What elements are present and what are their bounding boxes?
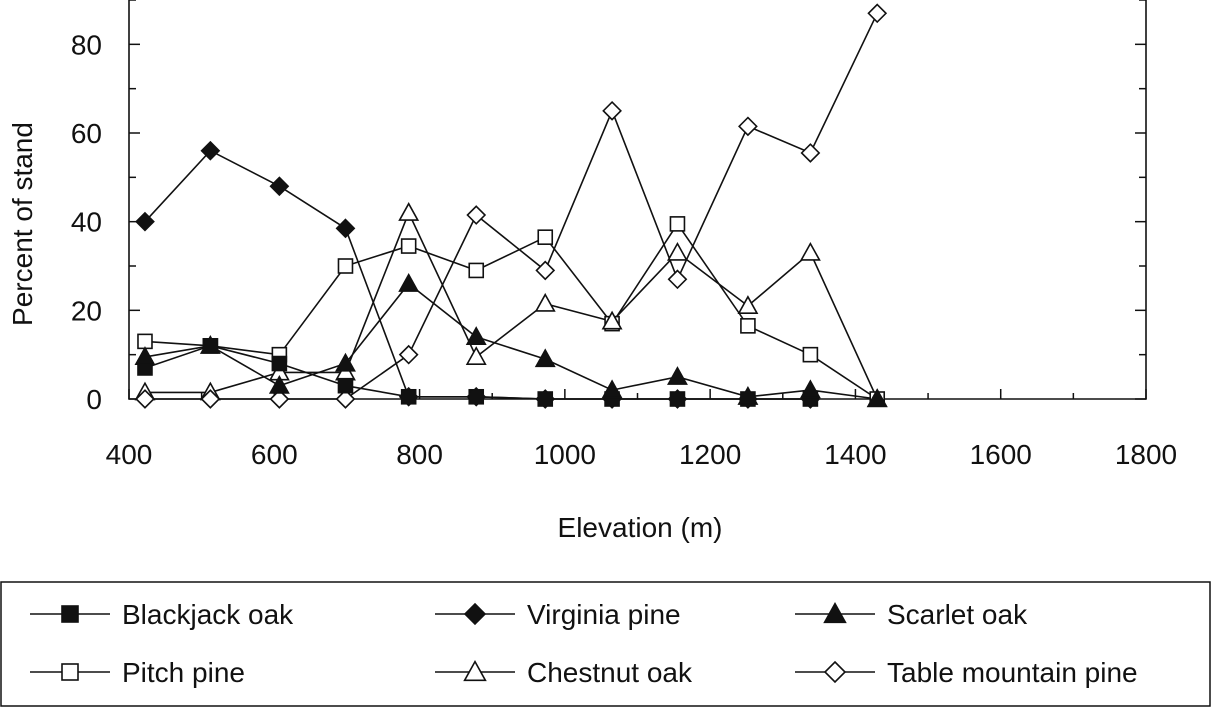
point-scarlet-oak [398, 272, 420, 292]
legend-marker-table-mountain-pine [823, 660, 847, 684]
point-scarlet-oak [335, 352, 356, 372]
y-tick-label: 80 [71, 29, 102, 60]
x-tick-labels: 400 600 800 1000 1200 1400 1600 1800 [106, 439, 1178, 470]
point-chestnut-oak [799, 241, 821, 261]
point-table-mountain-pine [800, 143, 821, 163]
legend-label-blackjack-oak: Blackjack oak [122, 599, 294, 630]
point-blackjack-oak [337, 377, 354, 394]
point-virginia-pine [200, 140, 221, 161]
point-scarlet-oak [799, 379, 821, 399]
x-tick-label: 400 [106, 439, 153, 470]
point-pitch-pine [669, 216, 686, 232]
x-tick-label: 1400 [824, 439, 886, 470]
legend-label-pitch-pine: Pitch pine [122, 657, 245, 688]
point-scarlet-oak [134, 346, 156, 365]
point-virginia-pine [667, 389, 688, 409]
x-tick-label: 1200 [679, 439, 741, 470]
legend-marker-chestnut-oak [463, 659, 487, 682]
point-chestnut-oak [737, 295, 759, 314]
point-virginia-pine [466, 386, 487, 407]
point-scarlet-oak [465, 326, 487, 346]
point-chestnut-oak [534, 292, 556, 312]
series-lines [144, 12, 878, 400]
point-table-mountain-pine [200, 389, 221, 409]
point-scarlet-oak [268, 374, 290, 394]
point-pitch-pine [537, 229, 554, 245]
series-line-scarlet-oak [144, 282, 878, 400]
point-scarlet-oak [666, 366, 688, 385]
legend-marker-blackjack-oak [61, 605, 79, 623]
point-pitch-pine [468, 262, 485, 279]
point-table-mountain-pine [466, 205, 487, 225]
axes [128, 0, 1147, 400]
point-scarlet-oak [737, 386, 759, 405]
point-table-mountain-pine [667, 269, 688, 290]
series-line-table-mountain-pine [145, 12, 878, 400]
y-tick-label: 60 [71, 118, 102, 149]
point-chestnut-oak [601, 310, 623, 330]
point-table-mountain-pine [398, 344, 419, 365]
x-tick-label: 1000 [534, 439, 596, 470]
point-virginia-pine [335, 218, 356, 239]
point-pitch-pine [740, 318, 756, 334]
series-markers [134, 3, 888, 409]
point-table-mountain-pine [135, 389, 155, 409]
point-chestnut-oak [398, 202, 420, 221]
y-tick-label: 40 [71, 207, 102, 238]
y-tick-label: 0 [86, 384, 102, 415]
point-table-mountain-pine [602, 100, 622, 121]
point-scarlet-oak [534, 348, 556, 368]
point-blackjack-oak [271, 355, 288, 372]
point-pitch-pine [337, 258, 354, 274]
point-virginia-pine [535, 389, 556, 409]
point-scarlet-oak [866, 388, 888, 408]
legend-marker-scarlet-oak [823, 601, 847, 624]
point-virginia-pine [135, 211, 155, 232]
point-table-mountain-pine [335, 389, 356, 409]
legend-marker-virginia-pine [463, 602, 487, 626]
y-tick-label: 20 [71, 295, 102, 326]
point-scarlet-oak [601, 379, 623, 399]
legend-label-table-mountain-pine: Table mountain pine [887, 657, 1138, 688]
legend: Blackjack oak Virginia pine Scarlet oak Pit… [0, 581, 1211, 707]
axis-frame [128, 0, 1147, 400]
series-line-pitch-pine [144, 222, 878, 400]
y-axis-label: Percent of stand [7, 122, 38, 326]
series-line-chestnut-oak [145, 210, 878, 400]
x-axis-label: Elevation (m) [558, 512, 723, 543]
point-pitch-pine [802, 346, 819, 363]
legend-label-virginia-pine: Virginia pine [527, 599, 681, 630]
point-virginia-pine [398, 386, 419, 407]
x-tick-label: 1600 [970, 439, 1032, 470]
point-table-mountain-pine [535, 260, 556, 281]
point-chestnut-oak [666, 241, 688, 261]
point-scarlet-oak [199, 335, 221, 354]
point-chestnut-oak [465, 346, 487, 365]
x-tick-label: 800 [396, 439, 443, 470]
legend-frame [0, 581, 1211, 707]
legend-label-scarlet-oak: Scarlet oak [887, 599, 1028, 630]
point-table-mountain-pine [269, 389, 290, 409]
point-virginia-pine [269, 176, 290, 197]
point-table-mountain-pine [867, 3, 888, 24]
legend-label-chestnut-oak: Chestnut oak [527, 657, 693, 688]
point-pitch-pine [400, 238, 417, 254]
x-tick-label: 600 [251, 439, 298, 470]
legend-marker-pitch-pine [61, 663, 79, 681]
point-table-mountain-pine [738, 116, 758, 137]
x-tick-label: 1800 [1115, 439, 1177, 470]
y-tick-labels: 0 20 40 60 80 [71, 29, 102, 415]
